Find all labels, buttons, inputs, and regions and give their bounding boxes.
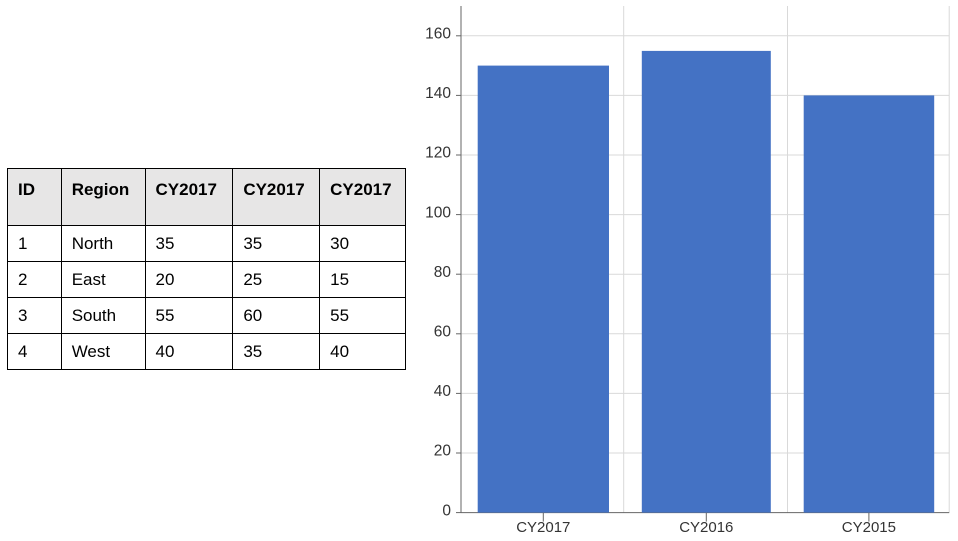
svg-text:40: 40 xyxy=(434,383,452,400)
svg-text:CY2015: CY2015 xyxy=(842,519,896,536)
svg-text:CY2016: CY2016 xyxy=(679,519,733,536)
svg-text:140: 140 xyxy=(425,85,451,102)
svg-text:160: 160 xyxy=(425,26,451,43)
svg-text:80: 80 xyxy=(434,264,452,281)
svg-text:20: 20 xyxy=(434,443,452,460)
svg-text:100: 100 xyxy=(425,204,451,221)
svg-text:0: 0 xyxy=(442,502,451,519)
svg-text:60: 60 xyxy=(434,324,452,341)
svg-text:CY2017: CY2017 xyxy=(516,519,570,536)
svg-text:120: 120 xyxy=(425,145,451,162)
